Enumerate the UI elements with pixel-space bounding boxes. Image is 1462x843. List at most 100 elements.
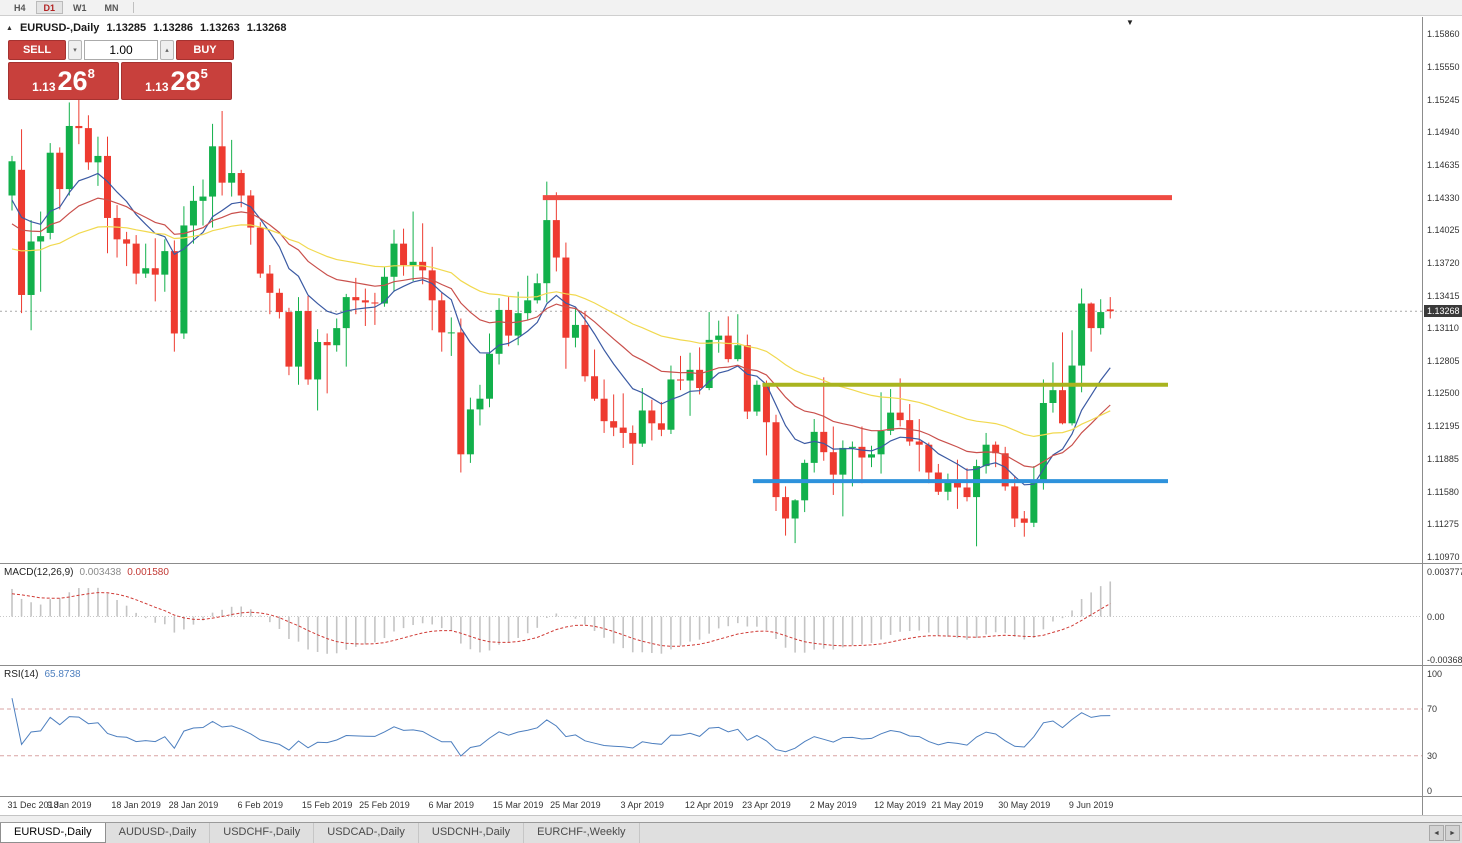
timeframe-button-w1[interactable]: W1 bbox=[65, 1, 95, 14]
one-click-trading-panel: SELL ▾ ▴ BUY 1.13 26 8 1.13 28 5 bbox=[8, 40, 234, 100]
timeframe-toolbar: H4 D1 W1 MN bbox=[0, 0, 1462, 16]
tab-usdchf-daily[interactable]: USDCHF-,Daily bbox=[210, 823, 315, 843]
high-value: 1.13286 bbox=[153, 22, 193, 34]
sell-pips: 26 bbox=[57, 66, 88, 96]
date-axis-label: 23 Apr 2019 bbox=[742, 800, 791, 810]
macd-axis-label: 0.003777 bbox=[1427, 567, 1462, 577]
sell-price-button[interactable]: 1.13 26 8 bbox=[8, 62, 119, 100]
macd-title-text: MACD(12,26,9) bbox=[4, 567, 74, 578]
macd-signal-line bbox=[11, 592, 1111, 647]
price-axis-label: 1.14940 bbox=[1427, 127, 1460, 138]
rsi-axis-label: 30 bbox=[1427, 750, 1438, 761]
price-axis-label: 1.13415 bbox=[1427, 290, 1460, 301]
price-axis-label: 1.13720 bbox=[1427, 257, 1460, 268]
chart-tabs: EURUSD-,Daily AUDUSD-,Daily USDCHF-,Daily U… bbox=[0, 823, 1462, 843]
price-axis-label: 1.12500 bbox=[1427, 388, 1460, 399]
rsi-axis-label: 70 bbox=[1427, 704, 1438, 714]
date-axis-label: 6 Feb 2019 bbox=[237, 800, 284, 810]
price-axis-label: 1.10970 bbox=[1427, 552, 1460, 562]
price-axis-label: 1.15860 bbox=[1427, 29, 1460, 39]
tab-usdcnh-daily[interactable]: USDCNH-,Daily bbox=[419, 823, 525, 843]
macd-label: MACD(12,26,9) 0.003438 0.001580 bbox=[4, 567, 169, 578]
date-axis-label: 15 Feb 2019 bbox=[301, 800, 353, 810]
macd-histogram bbox=[11, 581, 1112, 654]
price-axis-label: 1.12195 bbox=[1427, 420, 1460, 431]
buy-button[interactable]: BUY bbox=[176, 40, 234, 60]
buy-pipette: 5 bbox=[200, 66, 208, 81]
timeframe-button-d1[interactable]: D1 bbox=[35, 1, 64, 14]
ma-45-line bbox=[11, 224, 1111, 438]
date-axis-label: 25 Feb 2019 bbox=[359, 800, 410, 810]
tab-eurusd-daily[interactable]: EURUSD-,Daily bbox=[0, 823, 106, 843]
rsi-axis-label: 0 bbox=[1427, 785, 1433, 796]
rsi-label: RSI(14) 65.8738 bbox=[4, 669, 81, 680]
macd-axis-label: -0.003682 bbox=[1427, 655, 1462, 665]
ma-10-line bbox=[11, 172, 1111, 486]
date-axis-label: 31 Dec 2018 bbox=[7, 800, 59, 810]
price-axis[interactable]: 1.13268 1.15860 1.15550 1.15245 1.14940 1.14… bbox=[1422, 17, 1462, 816]
timeframe-button-h4[interactable]: H4 bbox=[6, 1, 34, 14]
panel-separator[interactable] bbox=[0, 665, 1462, 666]
rsi-indicator-chart[interactable] bbox=[0, 666, 1422, 796]
rsi-axis-label: 100 bbox=[1427, 669, 1443, 679]
price-axis-label: 1.13110 bbox=[1427, 323, 1459, 334]
timeframe-button-mn[interactable]: MN bbox=[97, 1, 127, 14]
panel-separator[interactable] bbox=[0, 563, 1462, 564]
buy-pips: 28 bbox=[170, 66, 201, 96]
buy-price-button[interactable]: 1.13 28 5 bbox=[121, 62, 232, 100]
date-axis-label: 21 May 2019 bbox=[931, 800, 984, 810]
date-axis-label: 3 Apr 2019 bbox=[620, 800, 665, 810]
tab-audusd-daily[interactable]: AUDUSD-,Daily bbox=[106, 823, 211, 843]
time-axis-line bbox=[0, 796, 1462, 797]
date-axis-label: 6 Mar 2019 bbox=[428, 800, 475, 810]
price-axis-label: 1.15550 bbox=[1427, 62, 1460, 73]
date-axis-label: 28 Jan 2019 bbox=[168, 800, 219, 810]
open-value: 1.13285 bbox=[106, 22, 147, 34]
price-axis-label: 1.11580 bbox=[1427, 486, 1459, 497]
price-axis-label: 1.14635 bbox=[1427, 160, 1460, 171]
price-axis-label: 1.14025 bbox=[1427, 225, 1460, 236]
volume-increase-button[interactable]: ▴ bbox=[160, 40, 174, 60]
toolbar-separator bbox=[132, 2, 134, 13]
price-axis-label: 1.15245 bbox=[1427, 94, 1460, 105]
rsi-line bbox=[11, 698, 1111, 757]
rsi-value: 65.8738 bbox=[44, 669, 81, 680]
price-axis-label: 1.11275 bbox=[1427, 519, 1459, 530]
tab-scroll-right-button[interactable]: ► bbox=[1445, 825, 1460, 841]
macd-indicator-chart[interactable] bbox=[0, 564, 1422, 665]
ma-22-line bbox=[11, 197, 1111, 468]
date-axis-label: 15 Mar 2019 bbox=[492, 800, 544, 810]
volume-input[interactable] bbox=[84, 40, 158, 60]
volume-decrease-button[interactable]: ▾ bbox=[68, 40, 82, 60]
close-value: 1.13268 bbox=[246, 22, 287, 34]
rsi-title-text: RSI(14) bbox=[4, 669, 39, 680]
price-axis-label: 1.11885 bbox=[1427, 454, 1459, 465]
tab-scroll-left-button[interactable]: ◄ bbox=[1429, 825, 1444, 841]
chart-shift-icon[interactable]: ▼ bbox=[1126, 18, 1134, 27]
collapse-panel-icon[interactable]: ▲ bbox=[6, 24, 13, 32]
macd-axis-label: 0.00 bbox=[1427, 611, 1445, 622]
price-axis-label: 1.12805 bbox=[1427, 355, 1460, 366]
buy-big-figure: 1.13 bbox=[145, 80, 169, 94]
tab-usdcad-daily[interactable]: USDCAD-,Daily bbox=[314, 823, 419, 843]
date-axis-label: 12 May 2019 bbox=[874, 800, 927, 810]
horizontal-scrollbar[interactable] bbox=[0, 815, 1462, 822]
candles-series bbox=[8, 97, 1114, 547]
sell-big-figure: 1.13 bbox=[32, 80, 56, 94]
tab-scroll-arrows: ◄ ► bbox=[1429, 825, 1460, 841]
date-axis-label: 12 Apr 2019 bbox=[684, 800, 734, 810]
symbol-timeframe-label: EURUSD-,Daily bbox=[19, 22, 100, 34]
sell-button[interactable]: SELL bbox=[8, 40, 66, 60]
date-axis-label: 25 Mar 2019 bbox=[550, 800, 601, 810]
date-axis-label: 9 Jun 2019 bbox=[1068, 800, 1114, 810]
date-axis-label: 9 Jan 2019 bbox=[47, 800, 92, 810]
current-price-tag: 1.13268 bbox=[1424, 305, 1462, 318]
chart-info-bar: ▲ EURUSD-,Daily 1.13285 1.13286 1.13263 … bbox=[6, 22, 286, 34]
price-axis-label: 1.14330 bbox=[1427, 192, 1460, 203]
tab-eurchf-weekly[interactable]: EURCHF-,Weekly bbox=[524, 823, 640, 843]
sell-pipette: 8 bbox=[87, 66, 95, 81]
macd-main-value: 0.003438 bbox=[79, 567, 122, 578]
date-axis: 31 Dec 2018 9 Jan 2019 18 Jan 2019 28 Jan 2… bbox=[0, 797, 1422, 815]
price-chart[interactable] bbox=[0, 17, 1422, 563]
